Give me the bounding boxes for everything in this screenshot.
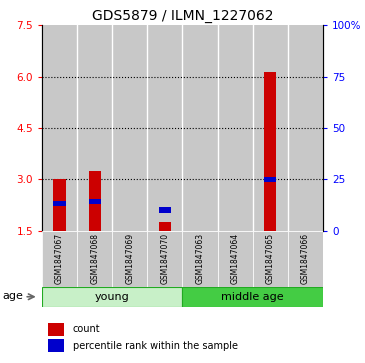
Text: percentile rank within the sample: percentile rank within the sample (73, 340, 238, 351)
Bar (42, 25, 77, 231)
Bar (264, 72, 276, 231)
Bar (159, 222, 171, 231)
Bar (77, 231, 112, 294)
Bar (147, 231, 182, 294)
Bar (53, 201, 66, 206)
Bar (253, 25, 288, 231)
Text: middle age: middle age (222, 292, 284, 302)
Bar (159, 207, 171, 213)
Bar (218, 25, 253, 231)
Text: count: count (73, 324, 100, 334)
Title: GDS5879 / ILMN_1227062: GDS5879 / ILMN_1227062 (92, 9, 273, 23)
Bar (89, 171, 101, 231)
Text: GSM1847065: GSM1847065 (266, 233, 275, 284)
Text: GSM1847068: GSM1847068 (90, 233, 99, 284)
Text: young: young (95, 292, 130, 302)
Bar (182, 25, 218, 231)
Text: GSM1847066: GSM1847066 (301, 233, 310, 284)
Text: GSM1847069: GSM1847069 (125, 233, 134, 284)
Bar (42, 287, 182, 307)
Bar (47, 323, 65, 336)
Bar (288, 231, 323, 294)
Text: GSM1847070: GSM1847070 (161, 233, 169, 284)
Bar (182, 231, 218, 294)
Bar (112, 231, 147, 294)
Bar (182, 287, 323, 307)
Bar (112, 25, 147, 231)
Bar (89, 199, 101, 204)
Text: GSM1847063: GSM1847063 (196, 233, 204, 284)
Bar (147, 25, 182, 231)
Text: GSM1847067: GSM1847067 (55, 233, 64, 284)
Bar (288, 25, 323, 231)
Text: GSM1847064: GSM1847064 (231, 233, 240, 284)
Bar (77, 25, 112, 231)
Text: age: age (2, 291, 23, 301)
Bar (218, 231, 253, 294)
Bar (264, 177, 276, 182)
Bar (53, 179, 66, 231)
Bar (42, 231, 77, 294)
Bar (47, 339, 65, 352)
Bar (253, 231, 288, 294)
